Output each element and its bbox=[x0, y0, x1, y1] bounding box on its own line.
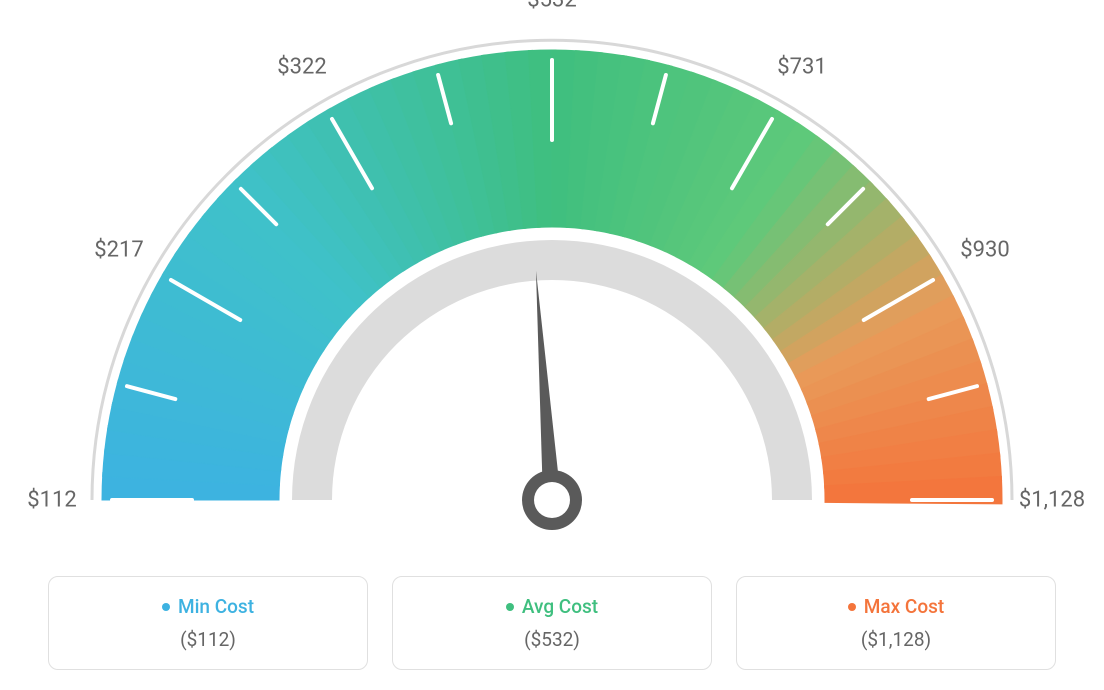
legend-value-avg: ($532) bbox=[413, 628, 691, 651]
legend-dot-min bbox=[162, 603, 170, 611]
gauge-tick-label: $322 bbox=[277, 54, 326, 79]
legend-title-max: Max Cost bbox=[848, 595, 944, 618]
gauge-tick-label: $112 bbox=[27, 488, 76, 513]
legend-dot-max bbox=[848, 603, 856, 611]
legend-card-min: Min Cost ($112) bbox=[48, 576, 368, 670]
legend-title-min: Min Cost bbox=[162, 595, 254, 618]
gauge-tick-label: $532 bbox=[527, 0, 576, 13]
legend-row: Min Cost ($112) Avg Cost ($532) Max Cost… bbox=[0, 576, 1104, 670]
legend-label-min: Min Cost bbox=[178, 595, 254, 618]
legend-value-min: ($112) bbox=[69, 628, 347, 651]
legend-card-max: Max Cost ($1,128) bbox=[736, 576, 1056, 670]
legend-card-avg: Avg Cost ($532) bbox=[392, 576, 712, 670]
gauge-tick-label: $731 bbox=[777, 54, 826, 79]
gauge-tick-label: $1,128 bbox=[1019, 488, 1085, 513]
legend-value-max: ($1,128) bbox=[757, 628, 1035, 651]
legend-label-avg: Avg Cost bbox=[522, 595, 598, 618]
gauge-tick-label: $930 bbox=[960, 238, 1009, 263]
gauge-tick-label: $217 bbox=[94, 238, 143, 263]
legend-title-avg: Avg Cost bbox=[506, 595, 598, 618]
legend-label-max: Max Cost bbox=[864, 595, 944, 618]
gauge-chart: $112 $217 $322 $532 $731 $930 $1,128 bbox=[0, 0, 1104, 560]
gauge-svg bbox=[0, 0, 1104, 560]
legend-dot-avg bbox=[506, 603, 514, 611]
